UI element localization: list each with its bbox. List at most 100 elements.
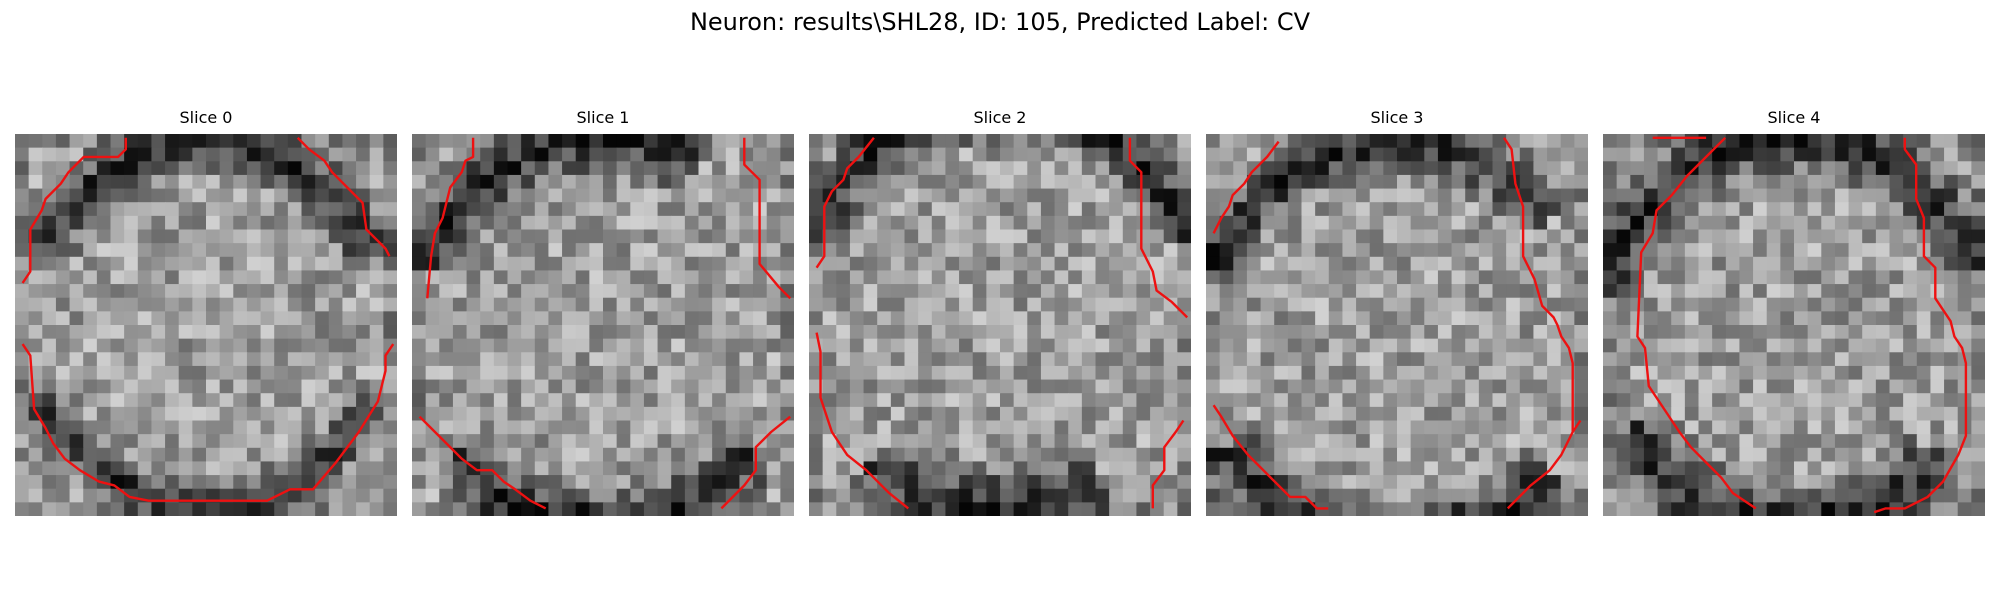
image-pixel <box>1369 202 1384 217</box>
image-pixel <box>603 502 618 516</box>
image-pixel <box>233 406 248 422</box>
image-pixel <box>671 488 686 503</box>
image-pixel <box>1356 502 1371 516</box>
image-pixel <box>42 243 57 258</box>
image-pixel <box>1054 311 1069 326</box>
image-pixel <box>1603 134 1618 149</box>
image-pixel <box>274 202 289 217</box>
image-pixel <box>1465 297 1480 312</box>
image-pixel <box>1177 134 1191 149</box>
image-pixel <box>260 434 275 449</box>
image-pixel <box>42 447 57 463</box>
image-pixel <box>1356 284 1371 299</box>
image-pixel <box>28 174 43 190</box>
image-pixel <box>165 393 180 408</box>
image-pixel <box>69 325 84 340</box>
image-pixel <box>83 229 98 244</box>
image-pixel <box>1807 325 1822 340</box>
image-pixel <box>124 502 139 516</box>
image-pixel <box>1465 161 1480 176</box>
image-pixel <box>1643 379 1659 394</box>
image-pixel <box>945 379 960 394</box>
image-pixel <box>1834 365 1850 381</box>
image-pixel <box>1219 461 1234 476</box>
image-pixel <box>1013 338 1028 353</box>
image-pixel <box>1780 297 1795 312</box>
image-pixel <box>1916 284 1932 299</box>
image-pixel <box>986 365 1001 381</box>
image-pixel <box>1616 256 1631 272</box>
image-pixel <box>15 161 30 176</box>
image-pixel <box>1916 406 1932 422</box>
image-pixel <box>616 134 631 149</box>
image-pixel <box>507 202 522 217</box>
image-pixel <box>1233 270 1248 285</box>
image-pixel <box>1287 174 1303 190</box>
image-pixel <box>1643 134 1659 149</box>
image-pixel <box>1163 488 1178 503</box>
image-pixel <box>1328 188 1344 203</box>
image-pixel <box>356 161 371 176</box>
image-pixel <box>342 447 357 463</box>
image-pixel <box>369 325 384 340</box>
image-pixel <box>1068 488 1083 503</box>
image-pixel <box>986 202 1001 217</box>
image-pixel <box>630 488 645 503</box>
image-pixel <box>452 420 468 435</box>
image-pixel <box>630 202 645 217</box>
image-pixel <box>1163 188 1178 203</box>
image-pixel <box>931 134 947 149</box>
image-pixel <box>1451 202 1466 217</box>
image-pixel <box>1547 134 1562 149</box>
image-pixel <box>1397 379 1412 394</box>
image-pixel <box>589 243 604 258</box>
image-pixel <box>192 134 207 149</box>
image-pixel <box>151 434 166 449</box>
image-pixel <box>1356 270 1371 285</box>
image-pixel <box>151 488 166 503</box>
image-pixel <box>780 270 794 285</box>
image-pixel <box>1206 243 1221 258</box>
image-pixel <box>1957 284 1972 299</box>
image-pixel <box>1397 202 1412 217</box>
image-pixel <box>1834 461 1850 476</box>
image-pixel <box>1671 365 1686 381</box>
image-pixel <box>1260 284 1275 299</box>
image-pixel <box>548 502 563 516</box>
image-pixel <box>1383 488 1398 503</box>
slice-image-3 <box>1206 134 1588 516</box>
image-pixel <box>521 161 536 176</box>
image-pixel <box>548 243 563 258</box>
image-pixel <box>904 352 919 367</box>
image-pixel <box>1753 420 1768 435</box>
image-pixel <box>342 393 357 408</box>
image-pixel <box>55 270 71 285</box>
image-pixel <box>1725 393 1741 408</box>
image-pixel <box>151 475 166 490</box>
image-pixel <box>439 338 454 353</box>
image-pixel <box>918 325 933 340</box>
image-pixel <box>972 270 987 285</box>
image-pixel <box>287 147 303 162</box>
image-pixel <box>1068 311 1083 326</box>
image-pixel <box>1478 256 1494 272</box>
image-pixel <box>1054 365 1069 381</box>
image-pixel <box>1862 311 1877 326</box>
image-pixel <box>548 229 563 244</box>
image-pixel <box>1451 393 1466 408</box>
image-pixel <box>124 174 139 190</box>
image-pixel <box>1971 270 1985 285</box>
image-pixel <box>1807 229 1822 244</box>
image-pixel <box>548 488 563 503</box>
image-pixel <box>877 256 892 272</box>
image-pixel <box>780 202 794 217</box>
image-pixel <box>1424 215 1439 231</box>
image-pixel <box>945 161 960 176</box>
image-pixel <box>1163 393 1178 408</box>
image-pixel <box>1903 461 1918 476</box>
image-pixel <box>1054 188 1069 203</box>
image-pixel <box>890 420 906 435</box>
image-pixel <box>1000 406 1015 422</box>
image-pixel <box>849 284 865 299</box>
image-pixel <box>1163 379 1178 394</box>
